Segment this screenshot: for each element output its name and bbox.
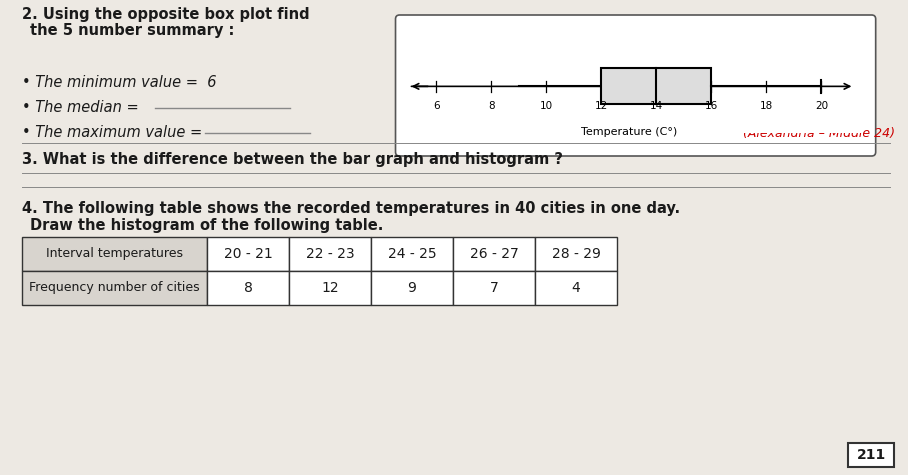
FancyBboxPatch shape: [396, 15, 875, 156]
Text: 10: 10: [539, 101, 553, 111]
Text: 24 - 25: 24 - 25: [388, 247, 437, 261]
Text: 18: 18: [760, 101, 773, 111]
Text: 22 - 23: 22 - 23: [306, 247, 354, 261]
Bar: [371, 271, 453, 305]
Bar: [848, 443, 894, 467]
Bar: [453, 237, 535, 271]
Bar: [535, 271, 617, 305]
Text: 28 - 29: 28 - 29: [551, 247, 600, 261]
Bar: [601, 68, 711, 104]
Text: 4: 4: [572, 281, 580, 295]
Bar: [207, 237, 289, 271]
Text: • The median =: • The median =: [22, 100, 143, 115]
Bar: [289, 237, 371, 271]
Text: • The maximum value =: • The maximum value =: [22, 125, 207, 140]
Text: 8: 8: [243, 281, 252, 295]
Bar: [535, 237, 617, 271]
Text: Frequency number of cities: Frequency number of cities: [29, 282, 200, 294]
Bar: [453, 271, 535, 305]
Text: 6: 6: [433, 101, 439, 111]
Bar: [22, 237, 207, 271]
Text: • The upper quartile Q3 =: • The upper quartile Q3 =: [455, 100, 651, 115]
Text: 12: 12: [321, 281, 339, 295]
Text: 20 - 21: 20 - 21: [223, 247, 272, 261]
Text: 4. The following table shows the recorded temperatures in 40 cities in one day.: 4. The following table shows the recorde…: [22, 201, 680, 216]
Text: 26 - 27: 26 - 27: [469, 247, 518, 261]
Bar: [22, 271, 207, 305]
Text: 16: 16: [705, 101, 718, 111]
Text: 14: 14: [649, 101, 663, 111]
Text: Temperature (C°): Temperature (C°): [580, 127, 676, 137]
Text: 211: 211: [856, 448, 885, 462]
Text: the 5 number summary :: the 5 number summary :: [30, 23, 234, 38]
Text: • The minimum value =  6: • The minimum value = 6: [22, 75, 216, 90]
Text: 9: 9: [408, 281, 417, 295]
Bar: [371, 237, 453, 271]
Text: • The lower quartile Q1 =: • The lower quartile Q1 =: [455, 75, 648, 90]
Text: Interval temperatures: Interval temperatures: [46, 247, 183, 260]
Text: 20: 20: [814, 101, 828, 111]
Text: 7: 7: [489, 281, 498, 295]
Bar: [207, 271, 289, 305]
Text: Draw the histogram of the following table.: Draw the histogram of the following tabl…: [30, 218, 383, 233]
Text: 12: 12: [595, 101, 607, 111]
Text: 2. Using the opposite box plot find: 2. Using the opposite box plot find: [22, 7, 310, 22]
Text: 8: 8: [488, 101, 495, 111]
Text: 3. What is the difference between the bar graph and histogram ?: 3. What is the difference between the ba…: [22, 152, 563, 167]
Text: (Alexandria – Middle 24): (Alexandria – Middle 24): [743, 127, 895, 140]
Bar: [289, 271, 371, 305]
